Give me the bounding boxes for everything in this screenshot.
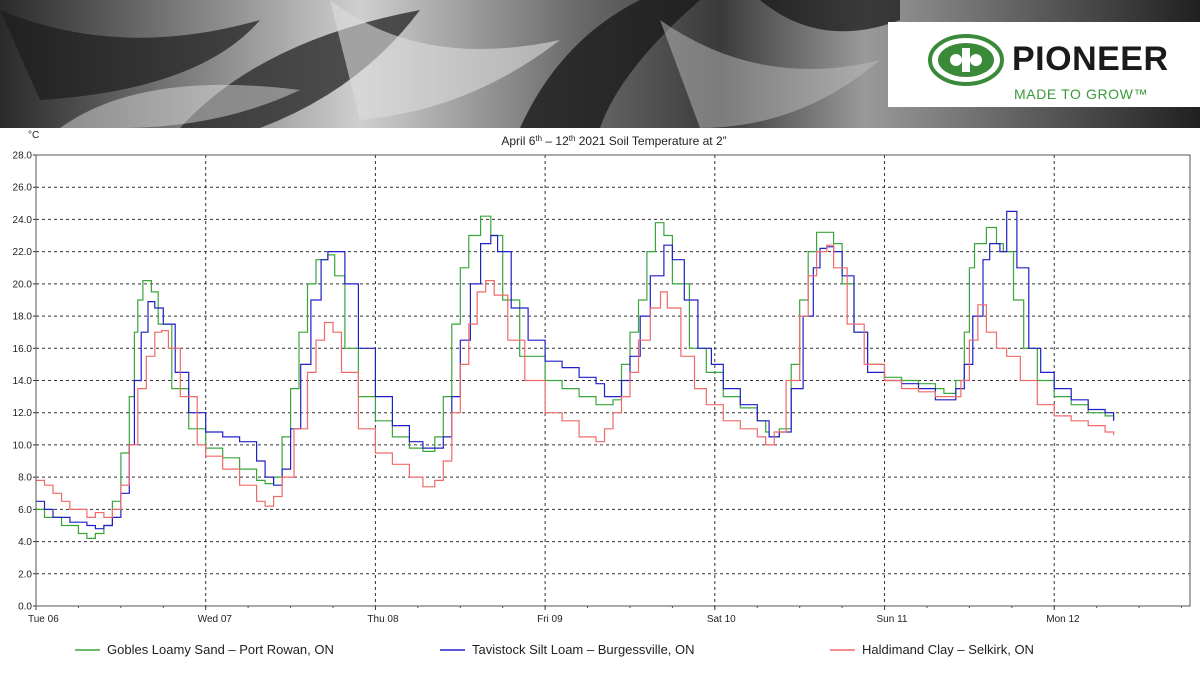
x-tick-label: Sun 11 — [877, 614, 908, 625]
y-tick-label: 8.0 — [18, 473, 32, 484]
series-line-2 — [36, 210, 1115, 530]
y-tick-label: 24.0 — [13, 215, 33, 226]
y-tick-label: 4.0 — [18, 537, 32, 548]
brand-tagline: MADE TO GROW™ — [1014, 86, 1149, 102]
y-tick-label: 14.0 — [13, 376, 33, 387]
y-tick-label: 22.0 — [13, 247, 33, 258]
pioneer-oval-logo-icon — [928, 34, 1004, 86]
chart-legend: Gobles Loamy Sand – Port Rowan, ON Tavist… — [75, 642, 1034, 657]
leaves-photo — [0, 0, 900, 128]
plot-area-frame — [35, 154, 1191, 607]
chart-title-part: – 12 — [542, 134, 569, 148]
series-line-1 — [36, 215, 1115, 539]
x-tick-label: Sat 10 — [707, 614, 736, 625]
chart-title-part: th — [535, 134, 542, 143]
chart-title-part: April 6 — [501, 134, 535, 148]
brand-name: PIONEER — [1012, 40, 1169, 78]
x-tick-label: Wed 07 — [198, 614, 233, 625]
legend-label: Tavistock Silt Loam – Burgessville, ON — [472, 642, 695, 657]
header-banner: PIONEER MADE TO GROW™ — [0, 0, 1200, 128]
logo-box — [888, 22, 1200, 107]
series-line-3 — [36, 244, 1115, 518]
legend-label: Gobles Loamy Sand – Port Rowan, ON — [107, 642, 334, 657]
y-tick-label: 26.0 — [13, 183, 33, 194]
y-axis-unit-label: °C — [28, 130, 39, 141]
y-tick-label: 28.0 — [13, 151, 33, 162]
x-axis-ticks: Tue 06 Wed 07 Thu 08 Fri 09 Sat 10 Sun 11 Mon … — [28, 606, 1183, 625]
chart-series — [36, 210, 1115, 539]
x-tick-label: Mon 12 — [1046, 614, 1080, 625]
y-tick-label: 20.0 — [13, 279, 33, 290]
y-tick-label: 18.0 — [13, 312, 33, 323]
chart-title-part: 2021 Soil Temperature at 2” — [575, 134, 726, 148]
y-tick-label: 0.0 — [18, 602, 32, 613]
y-tick-label: 12.0 — [13, 408, 33, 419]
chart-title-part: th — [569, 134, 576, 143]
x-tick-label: Thu 08 — [367, 614, 399, 625]
y-tick-label: 2.0 — [18, 569, 32, 580]
legend-label: Haldimand Clay – Selkirk, ON — [862, 642, 1034, 657]
y-tick-label: 6.0 — [18, 505, 32, 516]
y-tick-label: 16.0 — [13, 344, 33, 355]
soil-temperature-chart: °C April 6th – 12th 2021 Soil Temperatur… — [0, 128, 1200, 675]
chart-title: April 6th – 12th 2021 Soil Temperature a… — [501, 134, 726, 148]
x-tick-label: Tue 06 — [28, 614, 59, 625]
x-tick-label: Fri 09 — [537, 614, 563, 625]
y-axis-ticks: 0.0 2.0 4.0 6.0 8.0 10.0 12.0 14.0 16.0 18.0 20.0 2… — [13, 151, 36, 613]
y-tick-label: 10.0 — [13, 440, 33, 451]
